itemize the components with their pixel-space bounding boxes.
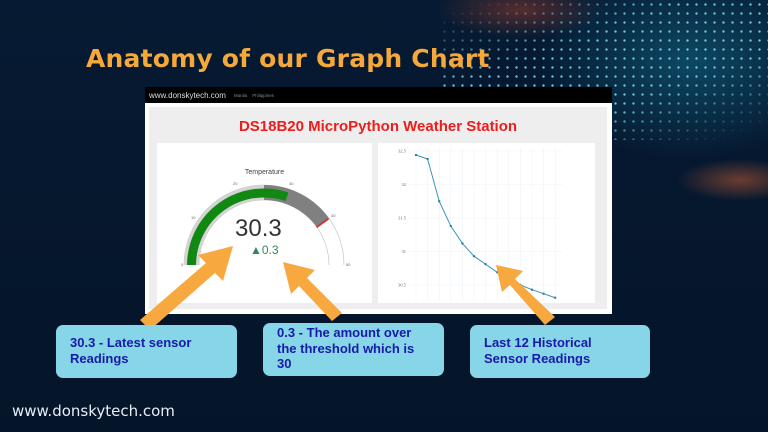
slide-title: Anatomy of our Graph Chart [86,44,490,73]
gauge-tick-0: 0 [181,262,184,267]
app-title: DS18B20 MicroPython Weather Station [238,118,518,135]
arrow-icon [496,265,555,325]
callout-threshold-delta: 0.3 - The amount over the threshold whic… [263,323,444,376]
callout-latest-reading: 30.3 - Latest sensor Readings [56,325,237,378]
arrow-icon [283,262,342,321]
gauge-tick-20: 20 [233,181,238,186]
svg-text:32: 32 [402,182,407,187]
gauge-tick-50: 50 [346,262,351,267]
gauge-tick-40: 40 [331,213,336,218]
arrow-icon [140,246,233,330]
svg-text:31.5: 31.5 [398,216,407,221]
nav-link-manila[interactable]: Manila [233,92,248,98]
callout-historical-readings: Last 12 Historical Sensor Readings [470,325,650,378]
gauge-tick-30: 30 [289,181,294,186]
svg-text:31: 31 [402,249,407,254]
footer-url: www.donskytech.com [12,402,175,420]
svg-text:32.5: 32.5 [398,149,407,154]
gauge-icon [183,184,345,266]
history-line-chart: 32.5 32 31.5 31 30.5 [378,143,595,303]
gauge-delta: ▲0.3 [250,243,279,257]
nav-link-philippines[interactable]: Philippines [252,92,274,98]
gauge-tick-10: 10 [191,215,196,220]
navbar-brand[interactable]: www.donskytech.com [149,90,226,100]
svg-text:30.5: 30.5 [398,283,407,288]
line-chart-plot: 32.5 32 31.5 31 30.5 [398,147,563,301]
gauge-value: 30.3 [235,215,282,242]
navbar: www.donskytech.com Manila Philippines [145,87,612,103]
gauge-title: Temperature [244,169,285,176]
